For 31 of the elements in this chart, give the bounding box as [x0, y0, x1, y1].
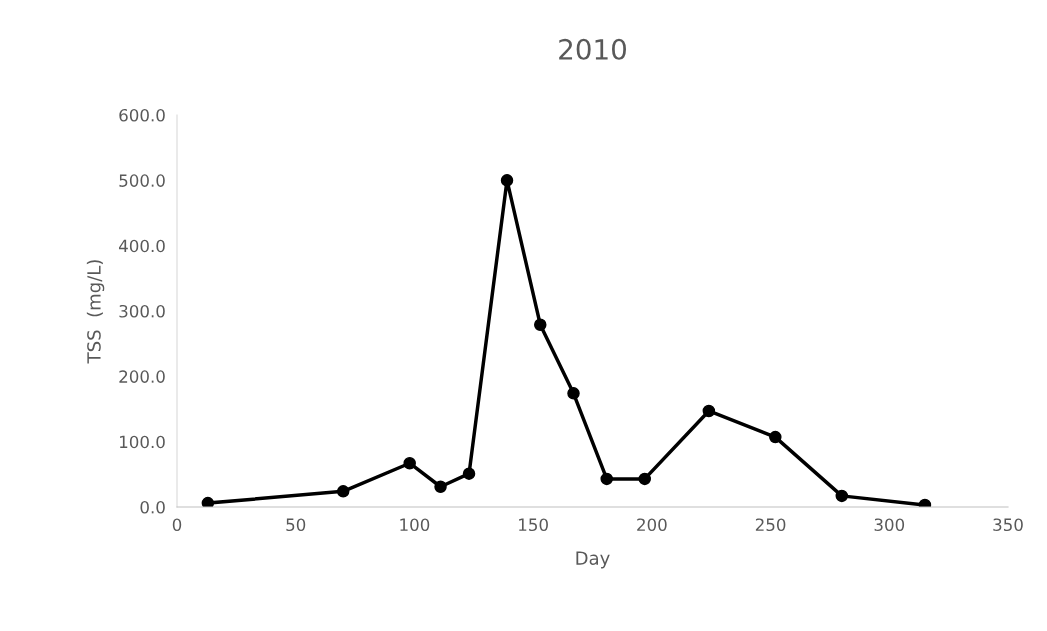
- x-tick-label: 300: [874, 518, 905, 532]
- point: [201, 496, 215, 507]
- y-tick-label: 200.0: [119, 370, 165, 383]
- point: [403, 456, 416, 470]
- y-tick-label: 300.0: [119, 304, 165, 318]
- x-tick-label: 250: [755, 518, 786, 532]
- point: [702, 404, 716, 418]
- point: [600, 472, 613, 486]
- x-tick-label: 0: [172, 518, 182, 532]
- x-tick-label: 150: [519, 518, 548, 532]
- point: [567, 387, 580, 400]
- x-tick-label: 200: [637, 518, 667, 532]
- chart-title: 2010: [559, 38, 626, 60]
- point: [534, 318, 547, 331]
- point: [638, 472, 651, 486]
- point: [769, 430, 782, 444]
- point: [336, 485, 350, 498]
- point: [500, 174, 514, 187]
- y-tick-label: 500.0: [119, 174, 165, 187]
- x-tick-label: 50: [286, 518, 306, 532]
- x-tick-label: 350: [993, 518, 1023, 532]
- y-tick-label: 0.0: [140, 500, 165, 514]
- x-tick-label: 100: [400, 518, 430, 532]
- y-axis-title: TSS (mg/L): [86, 260, 105, 364]
- point: [462, 467, 476, 480]
- point: [434, 480, 447, 493]
- point: [835, 489, 849, 503]
- y-tick-label: 100.0: [120, 435, 165, 449]
- y-tick-label: 600.0: [119, 108, 165, 122]
- x-axis-title: Day: [576, 551, 610, 569]
- y-tick-label: 400.0: [118, 239, 165, 253]
